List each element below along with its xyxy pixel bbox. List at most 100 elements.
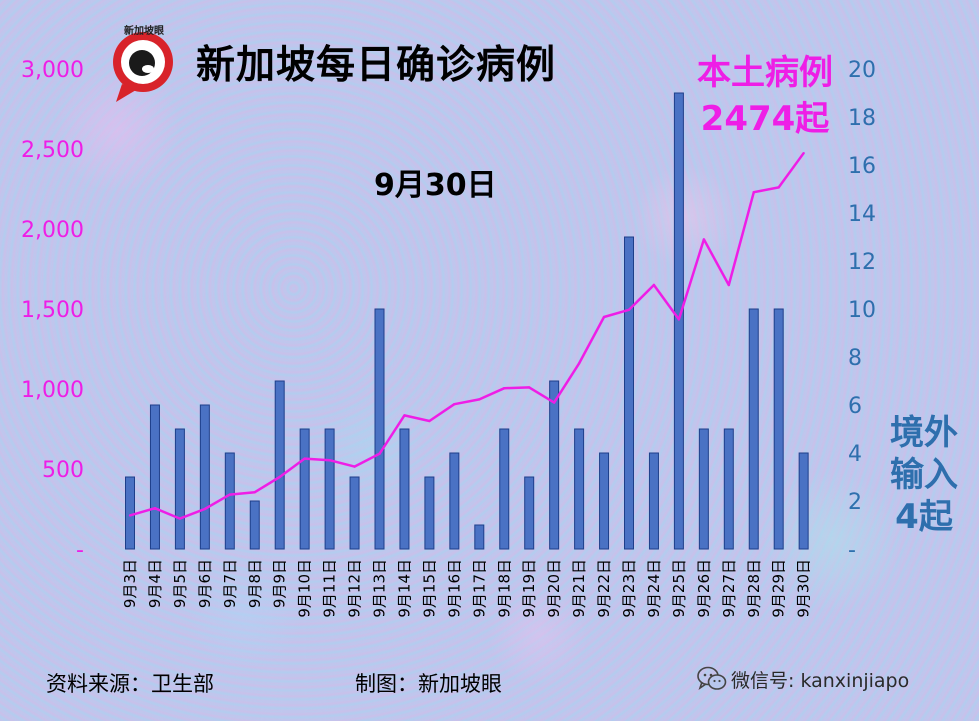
bar xyxy=(524,476,535,550)
bar xyxy=(449,452,460,550)
line-point xyxy=(802,151,805,155)
bar xyxy=(149,404,160,550)
line-point xyxy=(403,414,406,417)
line-point xyxy=(228,493,231,496)
logo-text: 新加坡眼 xyxy=(124,26,164,37)
date-label: 9月30日 xyxy=(374,168,497,203)
line-point xyxy=(203,507,207,511)
x-tick-label: 9月23日 xyxy=(620,559,638,618)
x-tick-label: 9月5日 xyxy=(171,559,189,608)
x-tick-label: 9月26日 xyxy=(695,559,713,618)
bar xyxy=(648,452,659,550)
wechat-id: 微信号: kanxinjiapo xyxy=(731,670,910,692)
x-tick-label: 9月24日 xyxy=(645,559,663,618)
line-point xyxy=(677,318,681,321)
line-point xyxy=(128,514,132,517)
local-cases-annotation: 本土病例 2474起 xyxy=(680,50,850,142)
line-point xyxy=(478,398,481,401)
bar xyxy=(349,476,360,550)
line-point xyxy=(303,457,306,460)
right-axis-tick-label: 12 xyxy=(848,250,876,275)
bar xyxy=(698,428,709,550)
bar xyxy=(274,380,285,550)
line-point xyxy=(278,475,281,479)
left-axis-tick-label: 1,000 xyxy=(21,378,84,403)
x-tick-label: 9月15日 xyxy=(420,559,438,618)
bar xyxy=(474,524,485,550)
x-tick-label: 9月28日 xyxy=(745,559,763,618)
x-tick-label: 9月22日 xyxy=(595,559,613,618)
bar xyxy=(174,428,185,550)
left-axis-tick-label: 2,500 xyxy=(21,138,84,163)
right-axis-tick-label: 10 xyxy=(848,298,876,323)
line-point xyxy=(777,186,780,189)
bar xyxy=(224,452,235,550)
x-tick-label: 9月29日 xyxy=(770,559,788,618)
bar xyxy=(549,380,560,550)
left-axis-tick-label: 2,000 xyxy=(21,218,84,243)
wechat-icon xyxy=(697,666,727,690)
bar xyxy=(773,308,784,550)
x-tick-label: 9月27日 xyxy=(720,559,738,618)
source-text: 资料来源：卫生部 xyxy=(46,672,214,696)
chart-title: 新加坡每日确诊病例 xyxy=(196,43,557,88)
bar xyxy=(424,476,435,550)
x-tick-label: 9月16日 xyxy=(445,559,463,618)
x-tick-label: 9月3日 xyxy=(121,559,139,608)
x-tick-label: 9月11日 xyxy=(321,559,339,618)
bar xyxy=(723,428,734,550)
bar xyxy=(374,308,385,550)
right-axis-tick-label: 16 xyxy=(848,154,876,179)
right-axis-tick-label: 18 xyxy=(848,106,876,131)
x-tick-label: 9月8日 xyxy=(246,559,264,608)
line-point xyxy=(428,419,431,423)
line-point xyxy=(178,517,182,520)
x-tick-label: 9月19日 xyxy=(520,559,538,618)
line-point xyxy=(577,362,581,365)
x-tick-label: 9月10日 xyxy=(296,559,314,618)
x-tick-label: 9月6日 xyxy=(196,559,214,608)
line-point xyxy=(328,459,331,462)
right-axis-tick-label: 2 xyxy=(848,490,862,515)
right-axis-tick-label: 20 xyxy=(848,58,876,83)
bar xyxy=(574,428,585,550)
line-point xyxy=(627,308,631,311)
imported-cases-label-1: 境外 xyxy=(890,413,958,453)
bar xyxy=(798,452,809,550)
line-point xyxy=(652,283,656,287)
line-point xyxy=(378,452,381,455)
line-point xyxy=(727,283,730,287)
x-tick-label: 9月7日 xyxy=(221,559,239,608)
imported-cases-annotation: 境外 输入 4起 xyxy=(872,412,976,538)
line-point xyxy=(752,191,755,194)
bar xyxy=(299,428,310,550)
line-point xyxy=(253,491,256,494)
line-point xyxy=(453,403,456,406)
x-tick-label: 9月30日 xyxy=(795,559,813,618)
x-tick-label: 9月20日 xyxy=(545,559,563,618)
bar xyxy=(499,428,510,550)
x-tick-label: 9月25日 xyxy=(670,559,688,618)
line-point xyxy=(353,465,356,468)
left-axis-tick-label: 1,500 xyxy=(21,298,84,323)
right-axis-tick-label: - xyxy=(848,538,856,563)
line-point xyxy=(552,401,556,404)
right-axis-tick-label: 4 xyxy=(848,442,862,467)
bar xyxy=(199,404,210,550)
left-axis-tick-label: 500 xyxy=(42,458,84,483)
line-point xyxy=(153,507,157,510)
line-point xyxy=(503,387,506,390)
bar xyxy=(624,236,634,550)
x-tick-label: 9月18日 xyxy=(495,559,513,618)
x-tick-label: 9月9日 xyxy=(271,559,289,608)
bar xyxy=(599,452,610,550)
right-axis-tick-label: 6 xyxy=(848,394,862,419)
left-axis-tick-label: 3,000 xyxy=(21,58,84,83)
local-cases-line xyxy=(129,152,805,520)
x-tick-label: 9月12日 xyxy=(346,559,364,618)
x-tick-label: 9月4日 xyxy=(146,559,164,608)
bar xyxy=(399,428,410,550)
left-axis-tick-label: - xyxy=(76,538,84,563)
x-tick-label: 9月14日 xyxy=(395,559,413,618)
